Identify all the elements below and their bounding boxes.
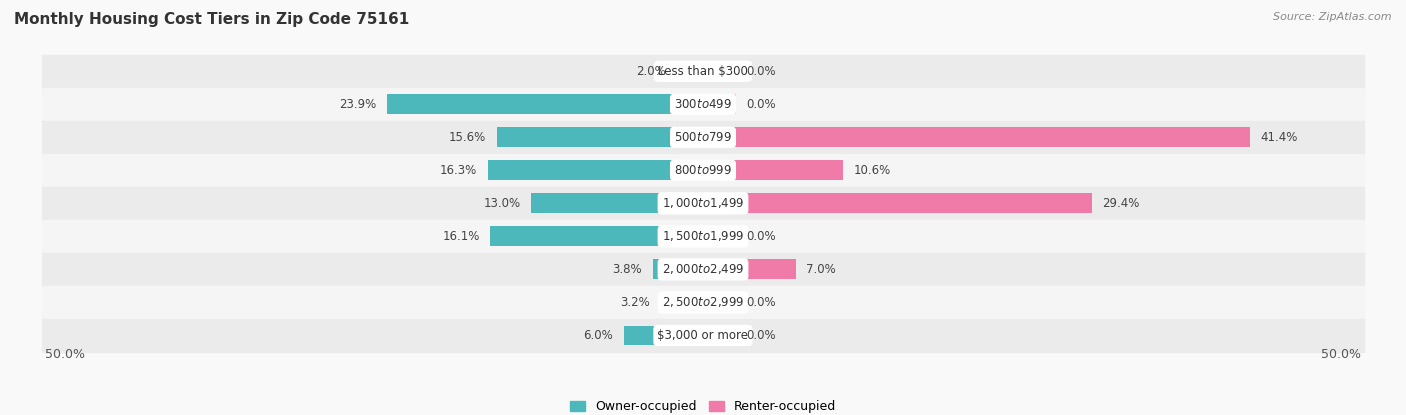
Text: Less than $300: Less than $300 <box>658 65 748 78</box>
Text: 16.1%: 16.1% <box>443 230 479 243</box>
Bar <box>624 325 703 345</box>
Bar <box>652 259 703 279</box>
Text: 3.8%: 3.8% <box>613 263 643 276</box>
Text: 50.0%: 50.0% <box>1322 348 1361 361</box>
Bar <box>531 193 703 213</box>
Bar <box>42 88 1364 121</box>
Text: $1,000 to $1,499: $1,000 to $1,499 <box>662 196 744 210</box>
Text: $2,000 to $2,499: $2,000 to $2,499 <box>662 262 744 276</box>
Text: Source: ZipAtlas.com: Source: ZipAtlas.com <box>1274 12 1392 22</box>
Bar <box>42 187 1364 220</box>
Bar <box>703 161 844 180</box>
Text: 0.0%: 0.0% <box>747 98 776 111</box>
Legend: Owner-occupied, Renter-occupied: Owner-occupied, Renter-occupied <box>565 395 841 415</box>
Text: 0.0%: 0.0% <box>747 329 776 342</box>
Bar <box>703 259 796 279</box>
Text: $300 to $499: $300 to $499 <box>673 98 733 111</box>
Text: 0.0%: 0.0% <box>747 65 776 78</box>
Bar <box>703 293 737 312</box>
Bar <box>42 55 1364 88</box>
Text: $2,500 to $2,999: $2,500 to $2,999 <box>662 295 744 310</box>
Text: 2.0%: 2.0% <box>637 65 666 78</box>
Bar <box>42 319 1364 352</box>
Text: 15.6%: 15.6% <box>449 131 486 144</box>
Bar <box>661 293 703 312</box>
Text: $500 to $799: $500 to $799 <box>673 131 733 144</box>
Bar <box>42 253 1364 286</box>
Text: 29.4%: 29.4% <box>1102 197 1139 210</box>
Bar <box>42 154 1364 187</box>
Bar <box>42 121 1364 154</box>
Text: 6.0%: 6.0% <box>583 329 613 342</box>
Text: 0.0%: 0.0% <box>747 230 776 243</box>
Text: 10.6%: 10.6% <box>853 164 891 177</box>
Bar <box>488 161 703 180</box>
Bar <box>42 286 1364 319</box>
Bar <box>703 94 737 114</box>
Bar <box>703 227 737 246</box>
Text: 16.3%: 16.3% <box>440 164 477 177</box>
Bar <box>703 127 1250 147</box>
Bar <box>42 220 1364 253</box>
Bar <box>676 61 703 81</box>
Text: $1,500 to $1,999: $1,500 to $1,999 <box>662 229 744 243</box>
Text: 41.4%: 41.4% <box>1261 131 1298 144</box>
Text: 0.0%: 0.0% <box>747 296 776 309</box>
Bar <box>496 127 703 147</box>
Text: Monthly Housing Cost Tiers in Zip Code 75161: Monthly Housing Cost Tiers in Zip Code 7… <box>14 12 409 27</box>
Bar <box>703 193 1091 213</box>
Text: 3.2%: 3.2% <box>620 296 650 309</box>
Text: 7.0%: 7.0% <box>806 263 835 276</box>
Bar <box>703 325 737 345</box>
Text: 50.0%: 50.0% <box>45 348 84 361</box>
Text: 23.9%: 23.9% <box>339 98 377 111</box>
Bar <box>491 227 703 246</box>
Bar <box>703 61 737 81</box>
Text: $800 to $999: $800 to $999 <box>673 164 733 177</box>
Text: $3,000 or more: $3,000 or more <box>658 329 748 342</box>
Bar <box>387 94 703 114</box>
Text: 13.0%: 13.0% <box>484 197 520 210</box>
